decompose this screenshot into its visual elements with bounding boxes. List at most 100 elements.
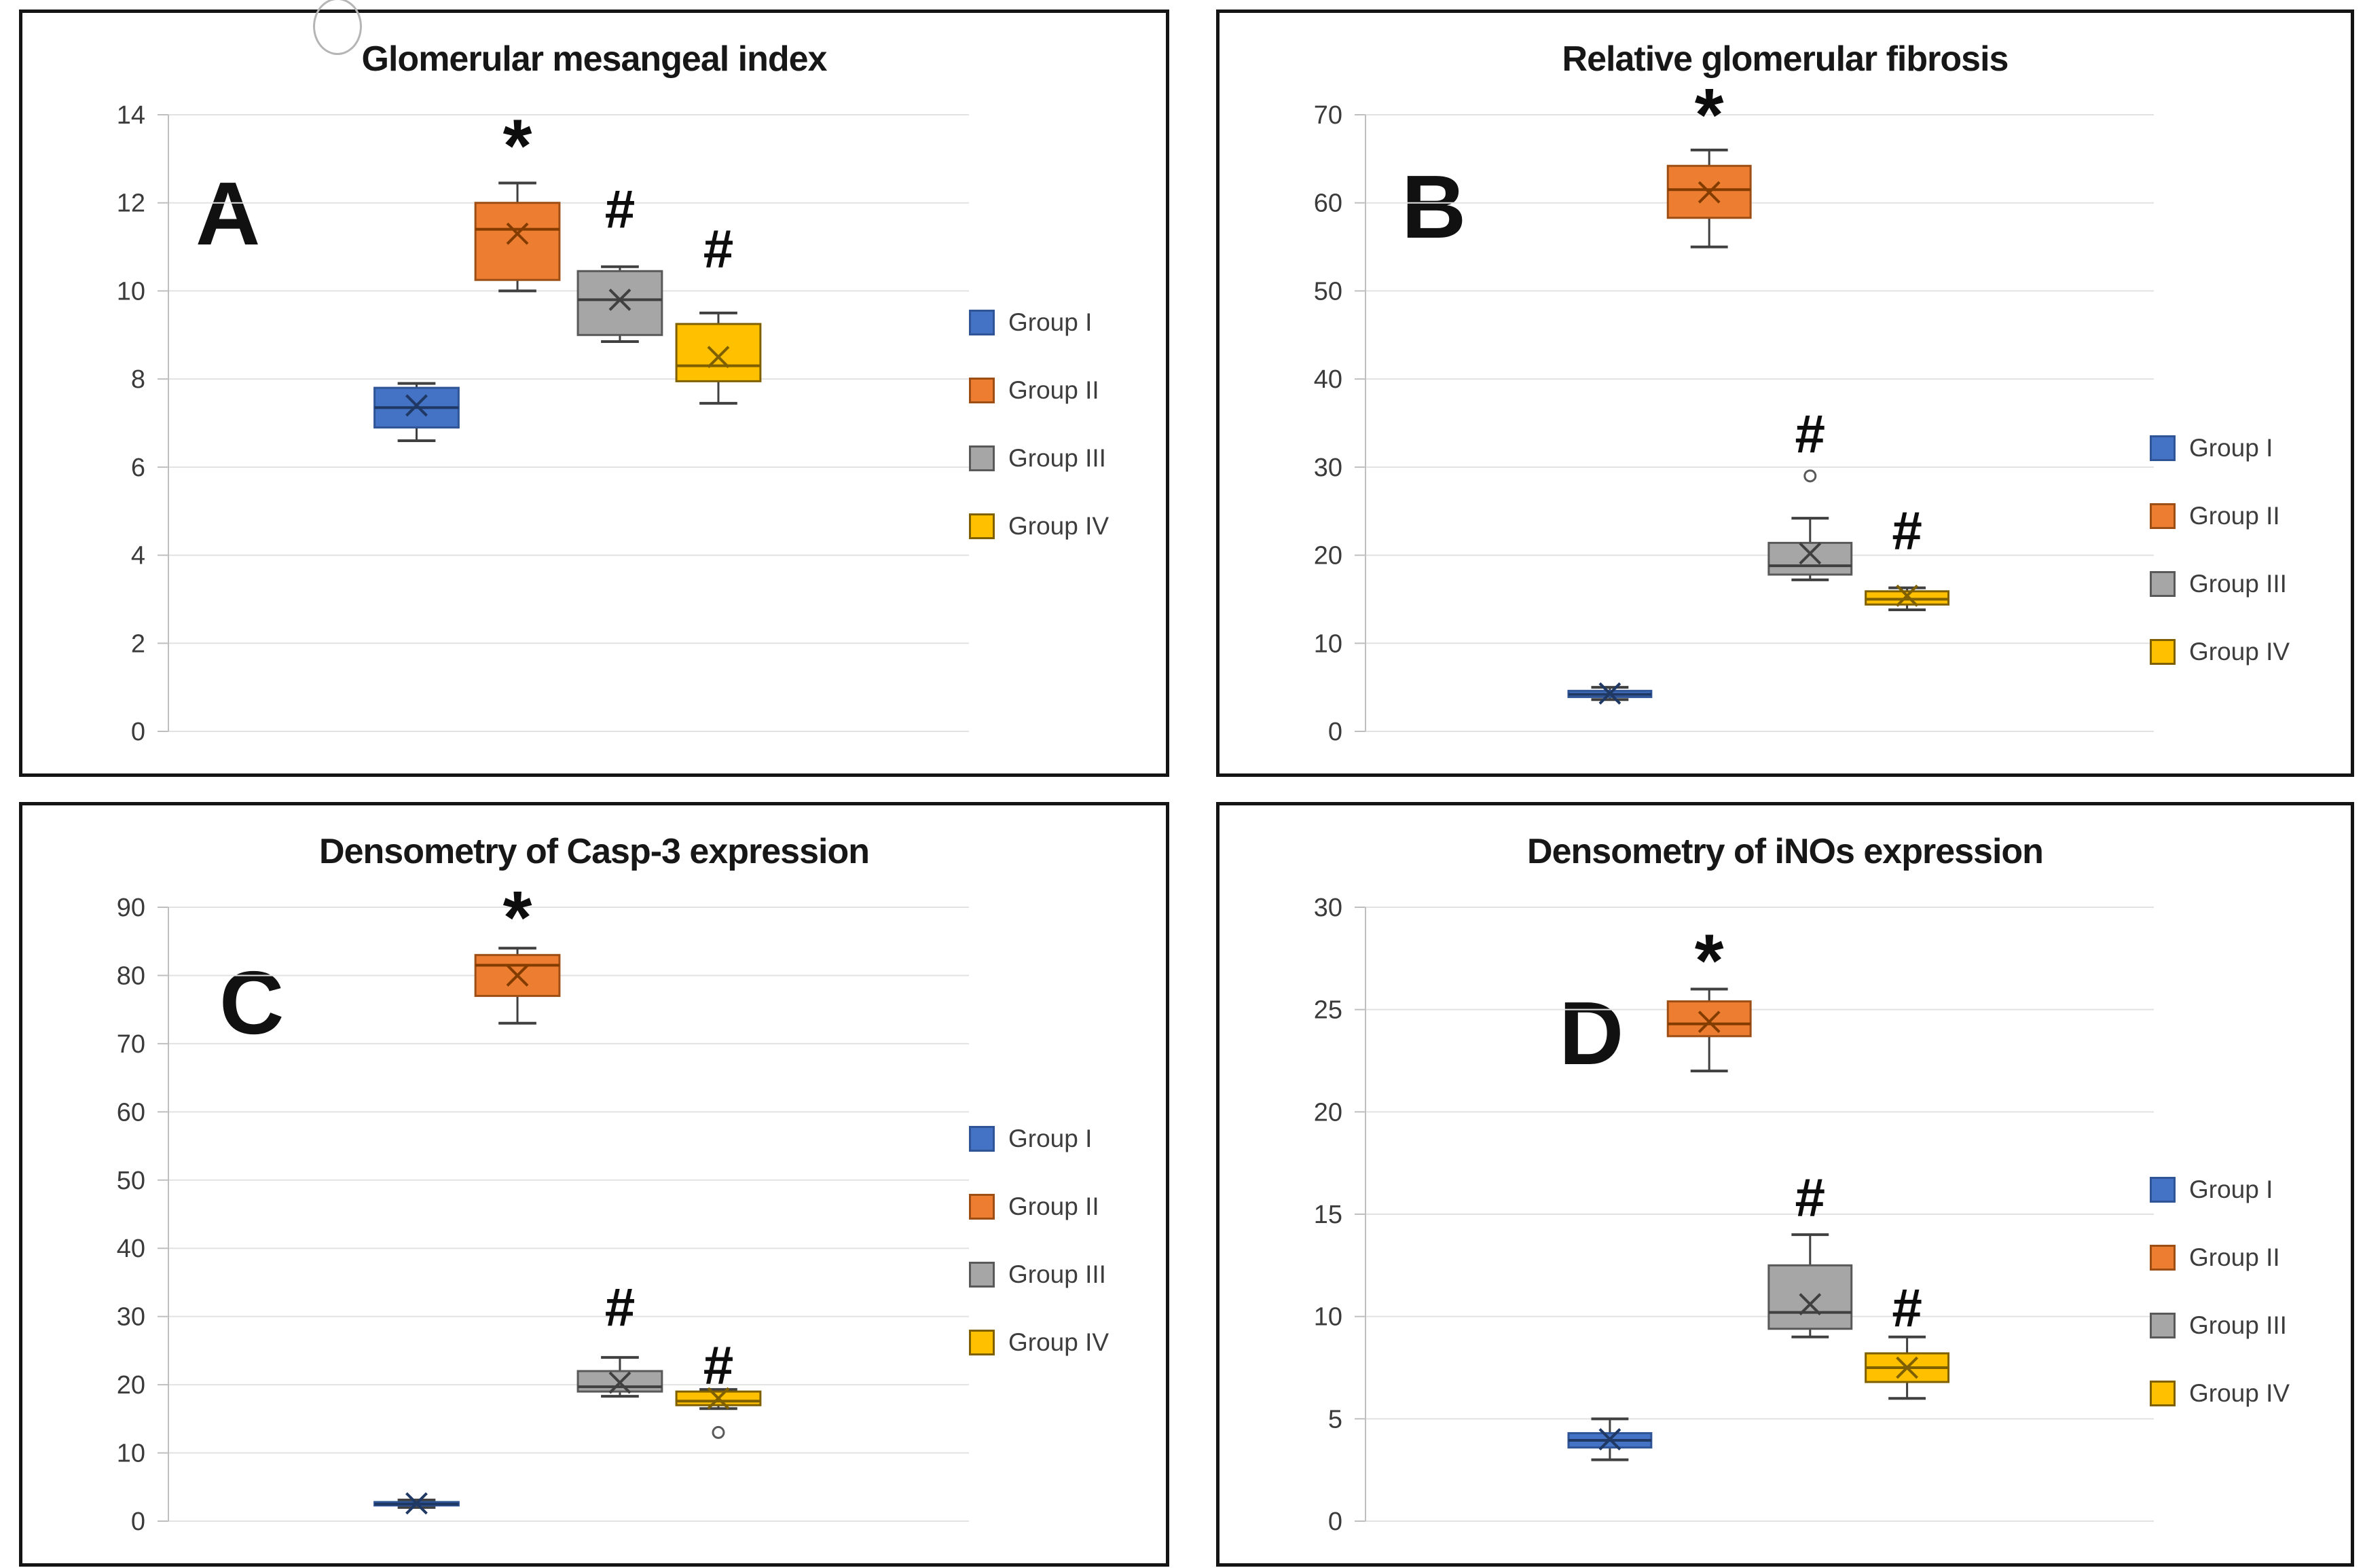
- legend-swatch-icon: [2150, 639, 2176, 665]
- y-axis-tick-label: 8: [131, 365, 145, 394]
- legend-swatch-icon: [2150, 435, 2176, 461]
- panel-d: Densometry of iNOs expression D 0 5 10 15 20…: [1216, 802, 2354, 1567]
- legend-item-group-i: Group I: [969, 1125, 1139, 1153]
- mean-marker: [1698, 1010, 1721, 1034]
- legend-item-group-i: Group I: [2150, 434, 2320, 462]
- significance-hash: #: [605, 179, 636, 240]
- panel-a-title: Glomerular mesangeal index: [361, 39, 828, 79]
- legend-item-group-iv: Group IV: [969, 1328, 1139, 1357]
- panel-c-letter: C: [219, 953, 285, 1053]
- legend-item-group-ii: Group II: [969, 376, 1139, 405]
- significance-hash: #: [703, 1335, 734, 1396]
- legend-item-group-i: Group I: [969, 308, 1139, 337]
- mean-marker: [405, 394, 428, 417]
- legend-swatch-icon: [969, 310, 995, 335]
- y-axis-tick-label: 20: [117, 1371, 145, 1400]
- mean-marker: [1598, 682, 1621, 705]
- boxplot-panel-d: 0 5 10 15 20 25 30 * # #: [1314, 894, 2154, 1536]
- legend-item-group-iv: Group IV: [969, 512, 1139, 541]
- box-group-iii: [576, 270, 663, 336]
- panel-d-title: Densometry of iNOs expression: [1527, 832, 2044, 871]
- y-axis-tick-label: 70: [117, 1030, 145, 1059]
- box-group-ii: [1666, 1000, 1752, 1038]
- y-axis-tick-label: 0: [131, 718, 145, 746]
- y-axis-tick-label: 10: [117, 277, 145, 306]
- legend-label: Group II: [1008, 376, 1099, 404]
- boxplot-panel-a: 0 2 4 6 8 10 12 14 * # #: [117, 101, 969, 746]
- significance-asterisk: *: [503, 104, 532, 187]
- mean-marker: [1896, 1356, 1919, 1379]
- box-group-ii: [474, 202, 561, 281]
- y-axis-tick-label: 15: [1314, 1201, 1342, 1229]
- legend-swatch-icon: [2150, 571, 2176, 597]
- significance-asterisk: *: [503, 876, 532, 960]
- y-axis-tick-label: 50: [117, 1167, 145, 1195]
- legend-label: Group II: [1008, 1192, 1099, 1220]
- legend-panel-d: Group I Group II Group III Group IV: [2150, 1175, 2320, 1447]
- legend-swatch-icon: [2150, 1313, 2176, 1338]
- legend-item-group-iii: Group III: [969, 444, 1139, 473]
- y-axis-tick-label: 60: [1314, 189, 1342, 218]
- legend-swatch-icon: [2150, 1245, 2176, 1271]
- y-axis-tick-label: 30: [1314, 894, 1342, 922]
- y-axis-tick-label: 40: [117, 1235, 145, 1263]
- legend-item-group-ii: Group II: [2150, 502, 2320, 530]
- legend-label: Group IV: [2189, 638, 2290, 666]
- legend-label: Group I: [1008, 308, 1093, 336]
- significance-hash: #: [1892, 1278, 1922, 1338]
- mean-marker: [1598, 1428, 1621, 1451]
- panel-a-letter: A: [196, 164, 261, 263]
- panel-c-title: Densometry of Casp-3 expression: [319, 832, 870, 871]
- y-axis-tick-label: 20: [1314, 542, 1342, 570]
- y-axis-tick-label: 80: [117, 962, 145, 990]
- legend-label: Group I: [2189, 1175, 2273, 1203]
- artifact-circle: [313, 0, 362, 55]
- legend-swatch-icon: [2150, 1381, 2176, 1406]
- legend-label: Group III: [2189, 570, 2287, 598]
- y-axis-tick-label: 30: [117, 1303, 145, 1332]
- significance-hash: #: [1795, 403, 1826, 464]
- mean-marker: [506, 222, 529, 245]
- box-group-iv: [675, 323, 762, 382]
- panel-b-title: Relative glomerular fibrosis: [1562, 39, 2009, 79]
- box-group-ii: [1666, 164, 1752, 219]
- legend-swatch-icon: [2150, 1177, 2176, 1203]
- legend-item-group-ii: Group II: [2150, 1243, 2320, 1272]
- legend-swatch-icon: [969, 1194, 995, 1220]
- legend-item-group-iii: Group III: [969, 1260, 1139, 1289]
- legend-item-group-iv: Group IV: [2150, 1379, 2320, 1408]
- significance-asterisk: *: [1695, 73, 1724, 157]
- y-axis-tick-label: 60: [117, 1098, 145, 1127]
- mean-marker: [707, 346, 730, 369]
- legend-item-group-i: Group I: [2150, 1175, 2320, 1204]
- legend-label: Group IV: [1008, 1328, 1110, 1356]
- legend-swatch-icon: [2150, 503, 2176, 529]
- legend-label: Group IV: [1008, 512, 1110, 540]
- y-axis-tick-label: 0: [1328, 1508, 1342, 1536]
- y-axis-tick-label: 25: [1314, 996, 1342, 1025]
- significance-hash: #: [703, 219, 734, 279]
- y-axis-tick-label: 10: [1314, 1303, 1342, 1332]
- legend-swatch-icon: [969, 445, 995, 471]
- y-axis-tick-label: 20: [1314, 1098, 1342, 1127]
- box-group-iii: [1767, 1264, 1853, 1330]
- legend-swatch-icon: [969, 378, 995, 403]
- mean-marker: [405, 1492, 428, 1515]
- box-group-iii: [1767, 541, 1853, 576]
- y-axis-tick-label: 10: [117, 1440, 145, 1468]
- legend-item-group-ii: Group II: [969, 1192, 1139, 1221]
- y-axis-tick-label: 0: [1328, 718, 1342, 746]
- significance-asterisk: *: [1695, 919, 1724, 1002]
- y-axis-tick-label: 12: [117, 189, 145, 218]
- mean-marker: [608, 1371, 631, 1394]
- y-axis-tick-label: 5: [1328, 1405, 1342, 1434]
- y-axis-tick-label: 30: [1314, 454, 1342, 482]
- legend-item-group-iii: Group III: [2150, 570, 2320, 598]
- y-axis-tick-label: 0: [131, 1508, 145, 1536]
- outlier-point: [1803, 469, 1817, 483]
- legend-label: Group III: [2189, 1311, 2287, 1339]
- legend-item-group-iv: Group IV: [2150, 638, 2320, 666]
- legend-label: Group I: [1008, 1125, 1093, 1152]
- legend-swatch-icon: [969, 513, 995, 539]
